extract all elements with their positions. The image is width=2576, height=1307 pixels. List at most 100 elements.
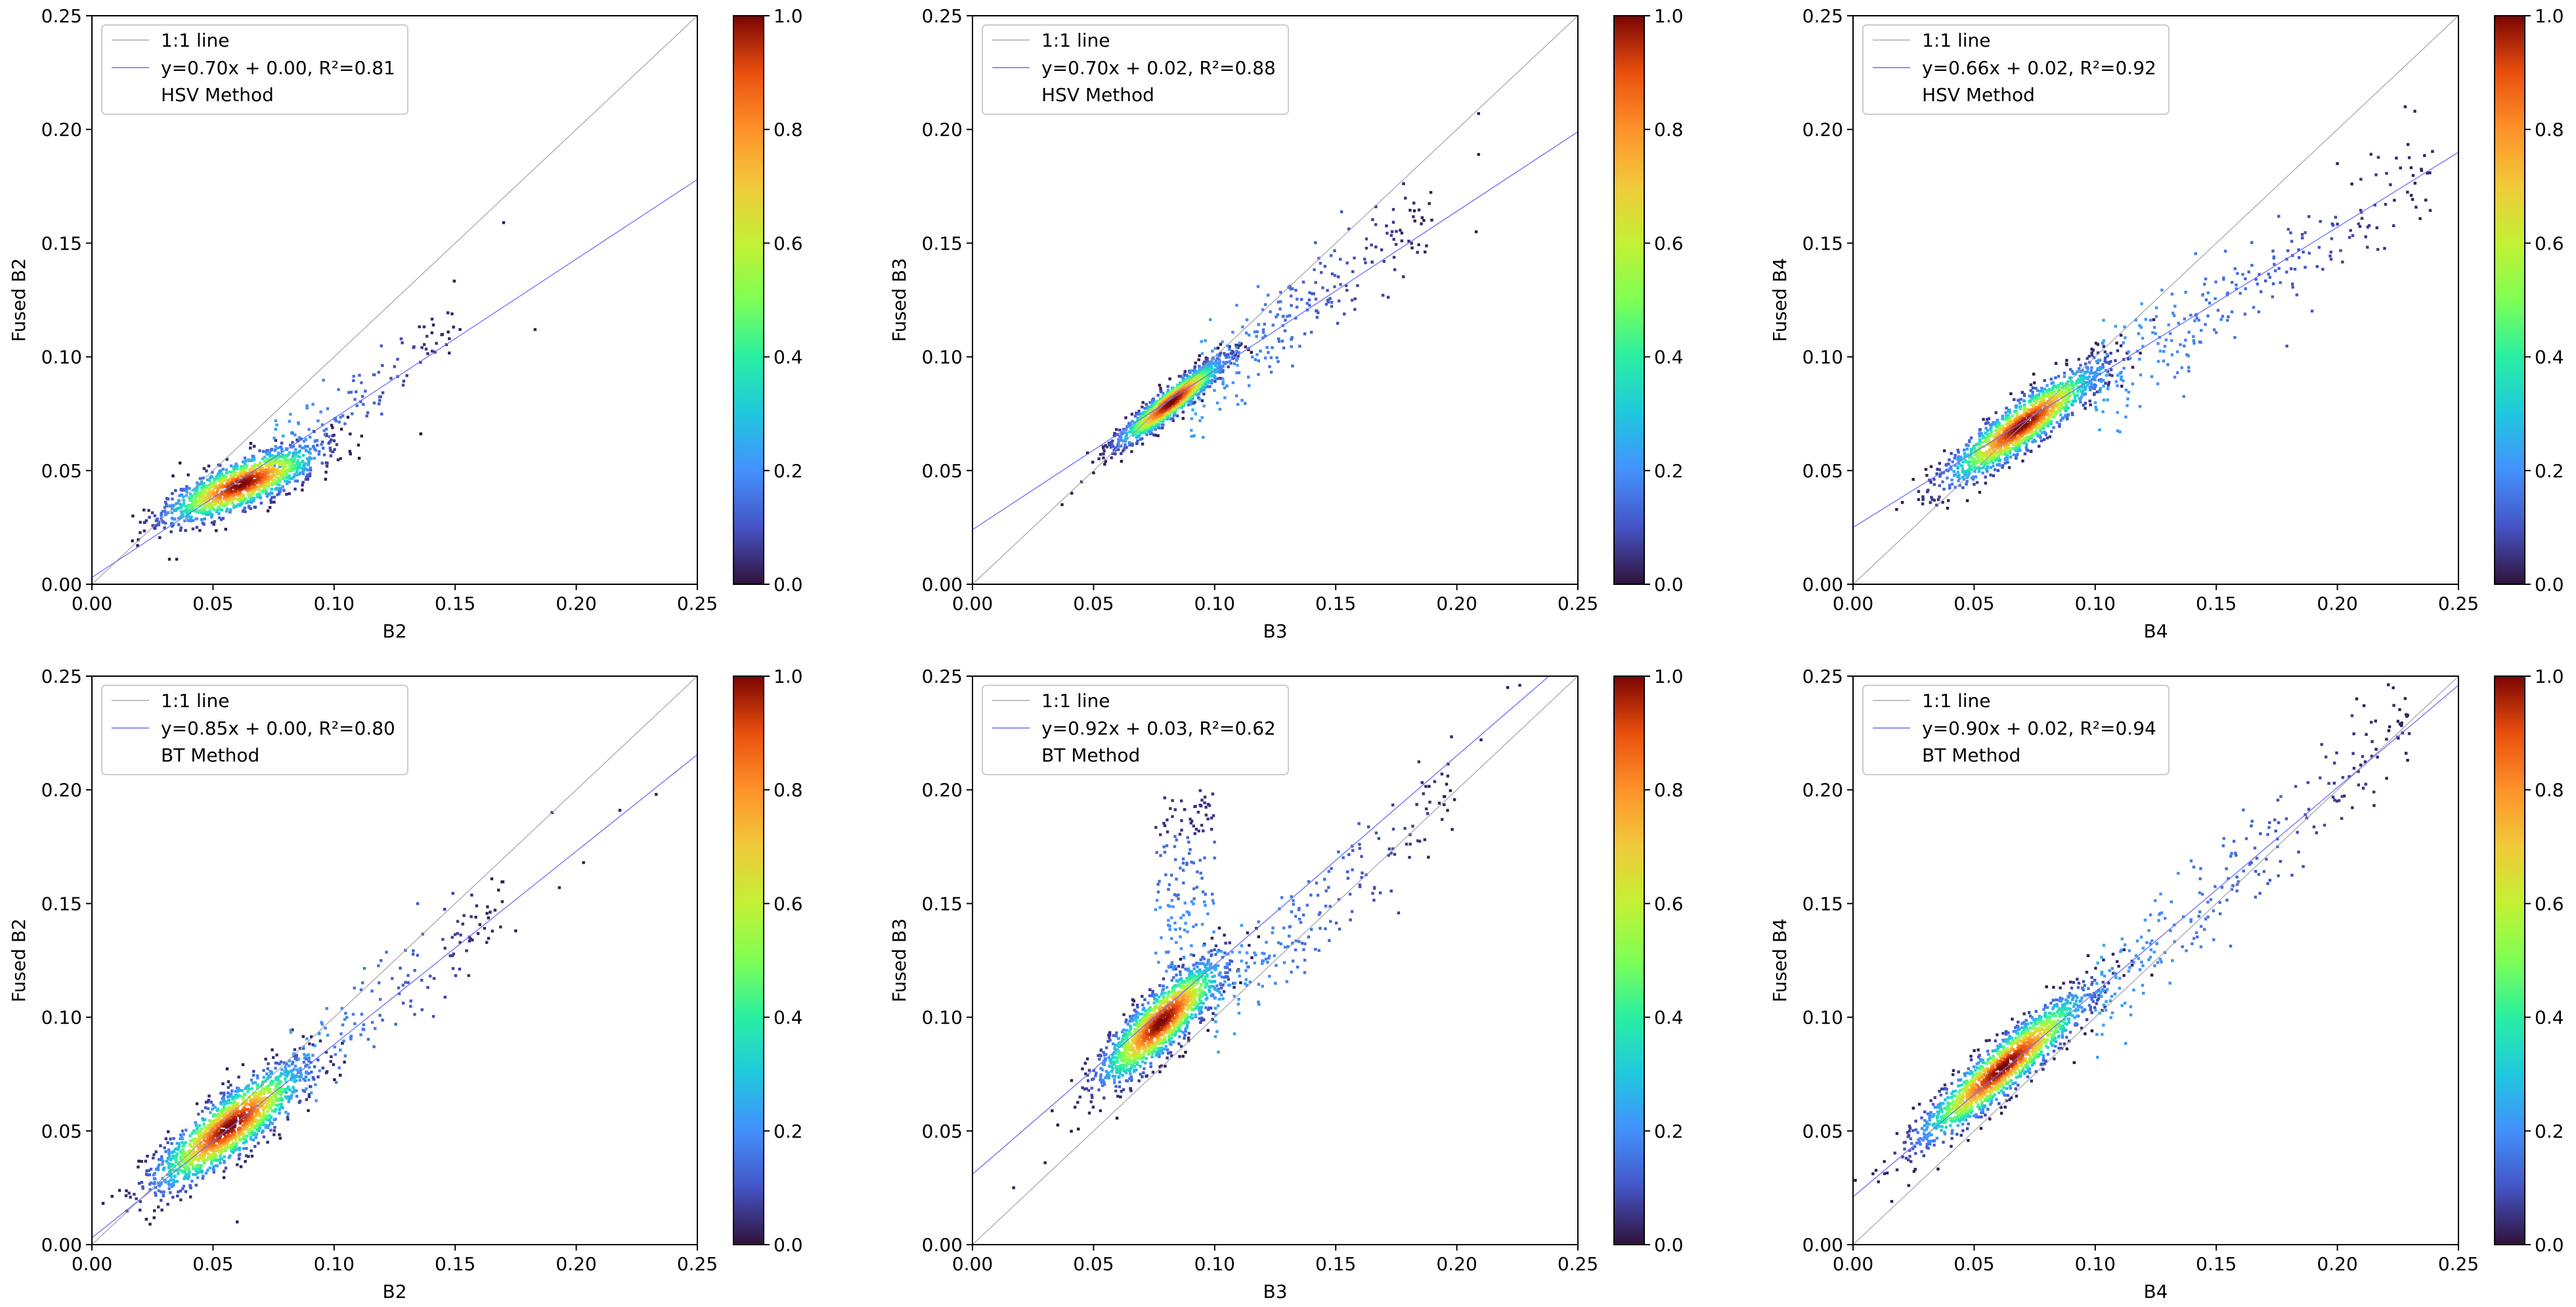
data-point — [1965, 444, 1968, 447]
data-point — [264, 463, 268, 467]
data-point — [1160, 390, 1163, 393]
data-point — [405, 374, 408, 377]
data-point — [205, 511, 208, 514]
data-point — [168, 504, 171, 507]
data-point — [1280, 339, 1284, 343]
data-point — [202, 493, 205, 497]
data-point — [226, 501, 229, 504]
data-point — [1311, 292, 1314, 295]
data-point — [2403, 105, 2407, 108]
data-point — [1330, 301, 1334, 304]
data-point — [171, 498, 174, 501]
data-point — [1477, 112, 1480, 116]
data-point — [1997, 431, 2001, 434]
data-point — [2032, 425, 2035, 429]
y-tick-label: 0.00 — [922, 574, 963, 595]
data-point — [1236, 364, 1239, 367]
data-point — [2035, 406, 2038, 410]
data-point — [2124, 416, 2128, 419]
data-point — [1141, 400, 1145, 404]
data-point — [183, 488, 186, 492]
x-axis-label: B2 — [382, 620, 406, 642]
data-point — [195, 1102, 199, 1105]
data-point — [2049, 410, 2053, 414]
data-point — [198, 482, 202, 486]
data-point — [2074, 382, 2078, 385]
data-point — [139, 1200, 142, 1203]
data-point — [292, 455, 295, 458]
data-point — [2084, 406, 2087, 410]
data-point — [1248, 384, 1251, 387]
data-point — [1374, 205, 1378, 209]
data-point — [1145, 402, 1148, 406]
data-point — [241, 1063, 245, 1066]
data-point — [233, 486, 237, 489]
data-point — [206, 504, 210, 508]
data-point — [1163, 406, 1166, 410]
data-point — [185, 488, 188, 492]
data-point — [1978, 452, 1982, 455]
data-point — [1117, 441, 1120, 444]
data-point — [200, 499, 204, 502]
data-point — [2291, 286, 2294, 289]
data-point — [2029, 399, 2033, 402]
data-point — [2351, 234, 2355, 238]
data-point — [1269, 310, 1272, 314]
data-point — [313, 440, 317, 443]
data-point — [237, 1157, 241, 1161]
data-point — [186, 514, 190, 517]
data-point — [1917, 498, 1920, 502]
data-point — [2064, 387, 2067, 391]
data-point — [2409, 166, 2413, 169]
data-point — [1144, 428, 1147, 432]
data-point — [1945, 469, 1948, 472]
data-point — [1221, 369, 1225, 372]
data-point — [2004, 411, 2007, 414]
data-point — [225, 503, 229, 507]
data-point — [1965, 472, 1968, 475]
data-point — [144, 1159, 147, 1163]
data-point — [263, 488, 267, 492]
data-point — [220, 508, 224, 512]
data-point — [1102, 456, 1105, 460]
data-point — [209, 505, 212, 508]
data-point — [1381, 293, 1385, 297]
data-point — [1147, 430, 1150, 433]
data-point — [229, 508, 232, 511]
data-point — [231, 493, 235, 496]
data-point — [292, 460, 295, 463]
data-point — [352, 379, 355, 382]
data-point — [243, 461, 246, 465]
data-point — [142, 508, 146, 512]
data-point — [1984, 440, 1988, 443]
data-point — [286, 469, 290, 472]
data-point — [137, 538, 140, 542]
data-point — [2018, 419, 2021, 422]
data-point — [2339, 249, 2342, 252]
data-point — [1213, 389, 1216, 392]
data-point — [2081, 392, 2084, 395]
data-point — [2341, 260, 2344, 264]
colorbar-tick-label: 0.2 — [774, 460, 803, 482]
data-point — [274, 427, 277, 431]
data-point — [217, 499, 220, 502]
data-point — [1973, 458, 1976, 461]
data-point — [1323, 265, 1326, 268]
data-point — [1169, 400, 1173, 404]
data-point — [176, 1194, 179, 1198]
data-point — [1953, 456, 1956, 460]
data-point — [2183, 317, 2186, 320]
data-point — [309, 452, 312, 455]
data-point — [365, 414, 368, 418]
data-point — [2047, 421, 2051, 425]
data-point — [2418, 217, 2422, 221]
data-point — [339, 457, 342, 460]
data-point — [2029, 450, 2033, 453]
data-point — [2238, 291, 2242, 295]
data-point — [263, 480, 267, 484]
data-point — [204, 504, 207, 507]
x-tick-label: 0.20 — [1436, 593, 1477, 614]
data-point — [204, 500, 208, 504]
data-point — [2038, 389, 2042, 393]
data-point — [2407, 142, 2410, 146]
